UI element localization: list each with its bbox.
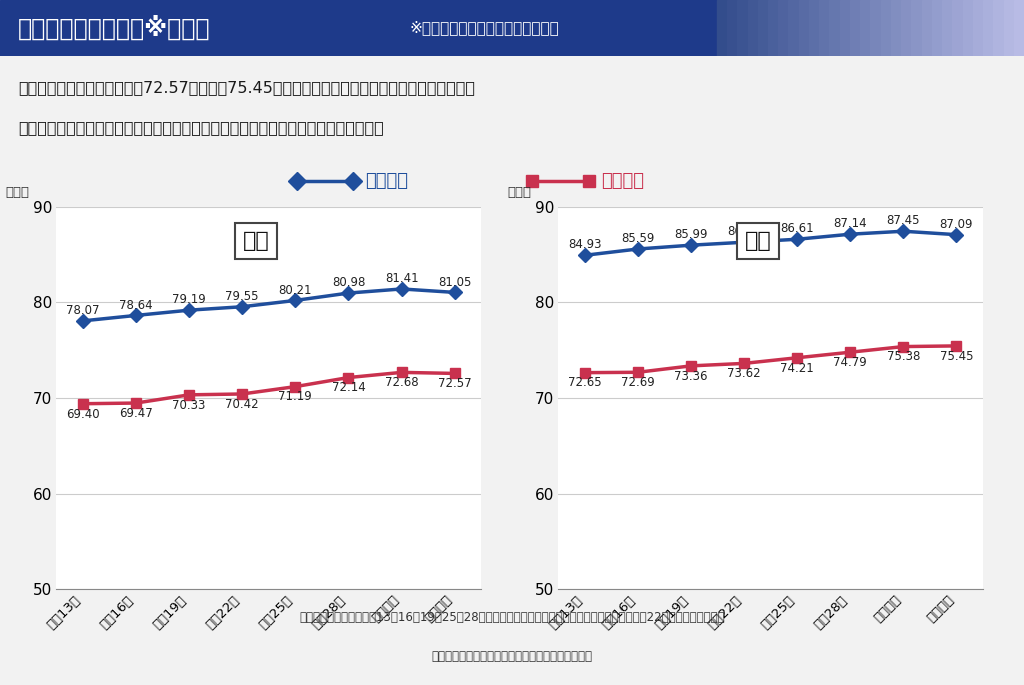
Text: （年）: （年） <box>507 186 531 199</box>
Text: 健康寿命: 健康寿命 <box>601 172 644 190</box>
Bar <box>911 0 923 56</box>
Text: 87.14: 87.14 <box>834 217 867 230</box>
Text: 85.99: 85.99 <box>674 228 708 241</box>
Bar <box>850 0 861 56</box>
Bar <box>717 0 728 56</box>
Bar <box>758 0 769 56</box>
Text: 72.69: 72.69 <box>621 376 654 389</box>
Bar <box>860 0 871 56</box>
Text: 健康寿命：厚生労働科学研究において算出: 健康寿命：厚生労働科学研究において算出 <box>431 650 593 662</box>
Text: 86.61: 86.61 <box>780 223 814 236</box>
Bar <box>942 0 953 56</box>
Bar <box>922 0 933 56</box>
Text: 女性: 女性 <box>744 232 771 251</box>
Bar <box>809 0 820 56</box>
Bar <box>788 0 800 56</box>
Text: 81.41: 81.41 <box>385 272 419 285</box>
Bar <box>737 0 749 56</box>
Text: 79.19: 79.19 <box>172 293 206 306</box>
Bar <box>819 0 830 56</box>
Bar <box>963 0 974 56</box>
Bar <box>901 0 912 56</box>
Text: 72.14: 72.14 <box>332 382 366 395</box>
Bar <box>778 0 790 56</box>
Text: 70.33: 70.33 <box>172 399 206 412</box>
Text: 80.98: 80.98 <box>332 276 366 289</box>
Text: 男性: 男性 <box>243 232 269 251</box>
Text: 73.36: 73.36 <box>674 370 708 383</box>
Bar <box>0 0 717 56</box>
Text: 72.68: 72.68 <box>385 376 419 389</box>
Bar <box>1014 0 1024 56</box>
Text: 74.79: 74.79 <box>834 356 867 369</box>
Text: 69.40: 69.40 <box>67 408 99 421</box>
Text: 86.30: 86.30 <box>727 225 761 238</box>
Text: 74.21: 74.21 <box>780 362 814 375</box>
Text: 平均寿命: 平均寿命 <box>366 172 409 190</box>
Text: 72.65: 72.65 <box>568 377 601 390</box>
Text: 71.19: 71.19 <box>279 390 312 403</box>
Text: 85.59: 85.59 <box>622 232 654 245</box>
Text: 78.07: 78.07 <box>67 304 99 317</box>
Text: 84.93: 84.93 <box>568 238 601 251</box>
Bar <box>973 0 984 56</box>
Bar <box>983 0 994 56</box>
Bar <box>768 0 779 56</box>
Text: 【資料】平均寿命：平成13・16・19・25・28・令和元・４年は、厚生労働省「簡易生命表」、平成22年は「完全生命表」: 【資料】平均寿命：平成13・16・19・25・28・令和元・４年は、厚生労働省「… <box>299 612 725 624</box>
Text: 87.45: 87.45 <box>887 214 921 227</box>
Text: 令和４年の健康寿命は、男性72.57年、女性75.45年であり、前回値（令和元年値）と比較して、: 令和４年の健康寿命は、男性72.57年、女性75.45年であり、前回値（令和元年… <box>18 80 475 95</box>
Text: 平均寿命と健康寿命※の推移: 平均寿命と健康寿命※の推移 <box>17 16 210 40</box>
Text: 81.05: 81.05 <box>438 275 471 288</box>
Bar <box>1004 0 1015 56</box>
Bar <box>727 0 738 56</box>
Text: 72.57: 72.57 <box>438 377 471 390</box>
Bar <box>891 0 902 56</box>
Text: 78.64: 78.64 <box>119 299 153 312</box>
Bar <box>748 0 759 56</box>
Text: 男性で短縮、女性で延伸していたが、いずれも統計的に有意な差は見られなかった。: 男性で短縮、女性で延伸していたが、いずれも統計的に有意な差は見られなかった。 <box>18 120 384 135</box>
Text: 79.55: 79.55 <box>225 290 259 303</box>
Text: （年）: （年） <box>5 186 30 199</box>
Bar <box>932 0 943 56</box>
Text: 70.42: 70.42 <box>225 398 259 411</box>
Text: 69.47: 69.47 <box>119 407 153 420</box>
Text: 75.45: 75.45 <box>940 350 973 363</box>
Text: 75.38: 75.38 <box>887 351 920 364</box>
Bar <box>829 0 841 56</box>
Bar <box>881 0 892 56</box>
Bar <box>840 0 851 56</box>
Bar <box>993 0 1005 56</box>
Text: 80.21: 80.21 <box>279 284 312 297</box>
Text: 87.09: 87.09 <box>940 218 973 231</box>
Bar <box>799 0 810 56</box>
Text: ※日常生活に制限がない期間の平均: ※日常生活に制限がない期間の平均 <box>410 21 559 36</box>
Bar <box>870 0 882 56</box>
Bar <box>952 0 964 56</box>
Text: 73.62: 73.62 <box>727 367 761 380</box>
